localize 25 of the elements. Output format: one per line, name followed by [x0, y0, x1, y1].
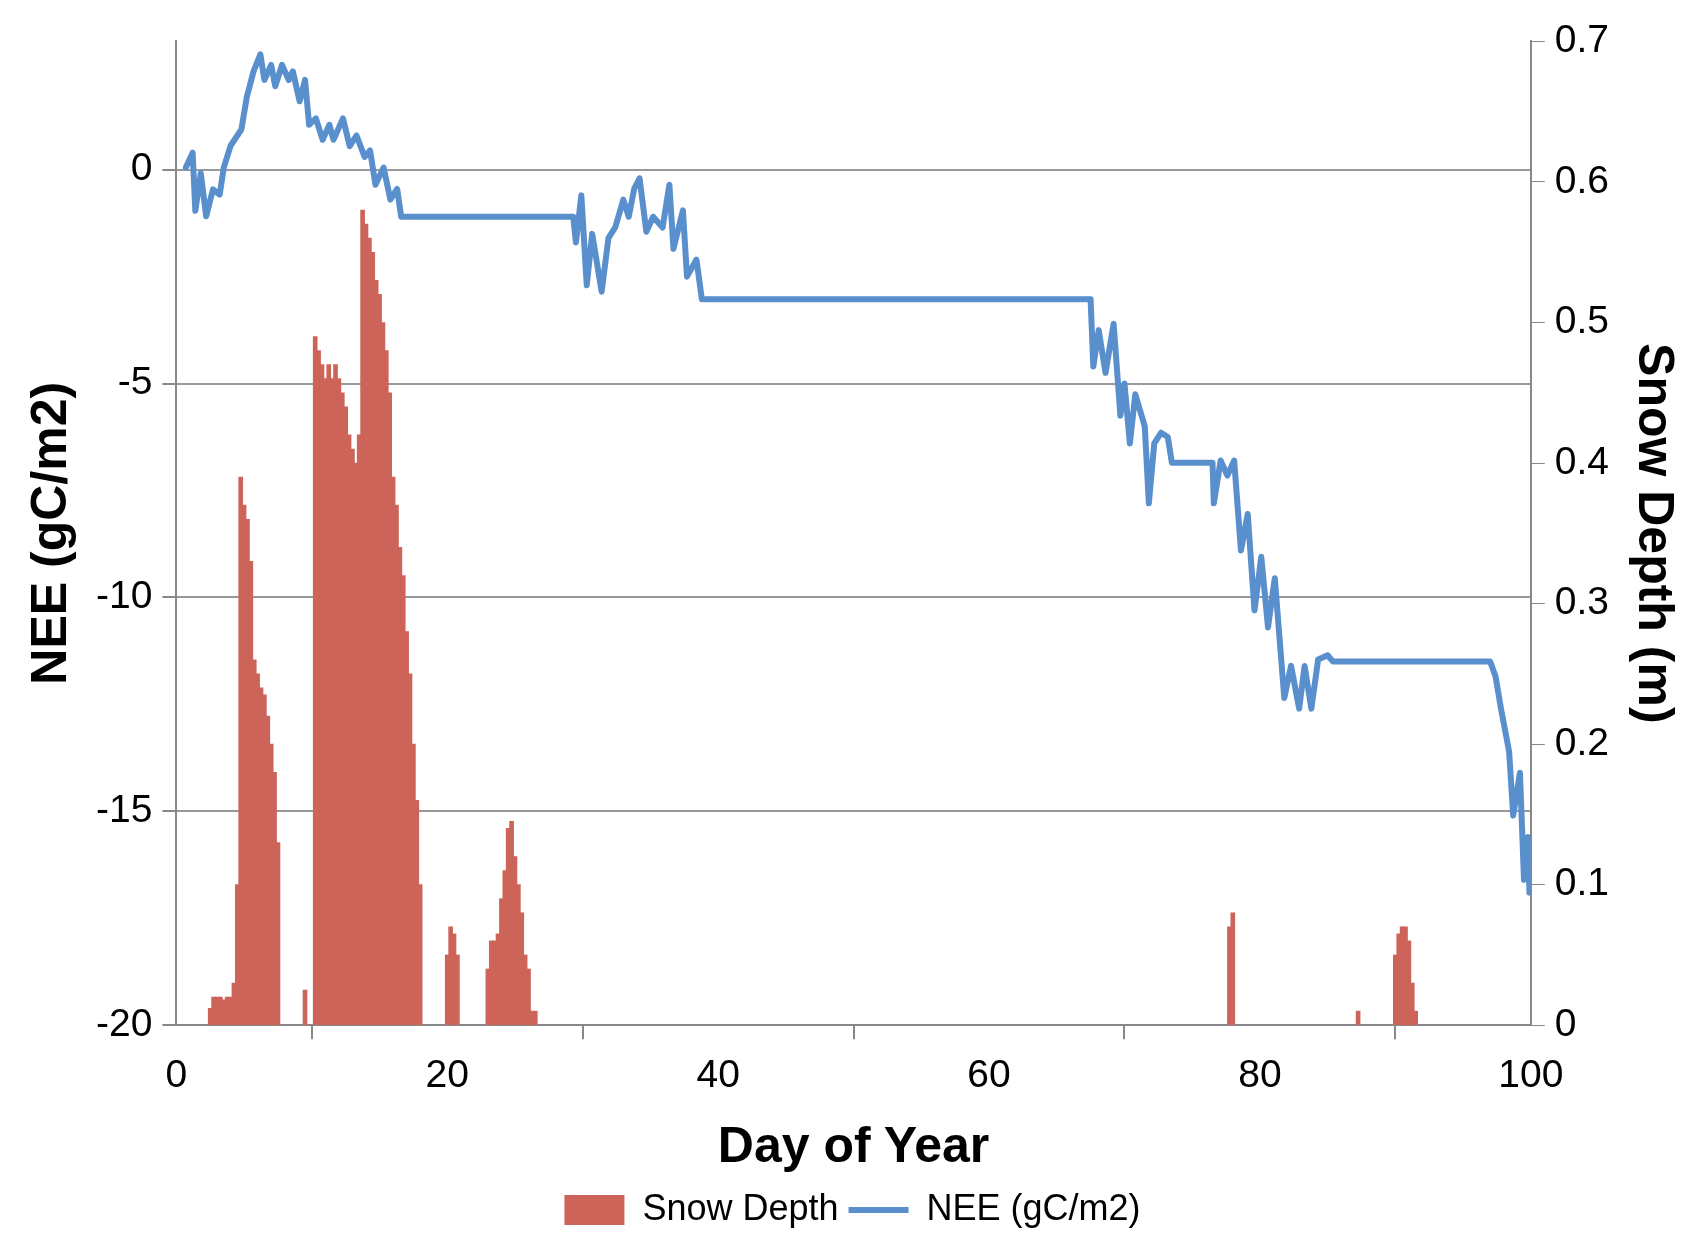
x-tick-label: 40: [696, 1052, 740, 1096]
y-tick-label: -5: [117, 359, 153, 403]
x-tick-label: 0: [165, 1052, 188, 1096]
x-tick-label: 80: [1238, 1052, 1282, 1096]
y-tick-label: -10: [95, 573, 153, 617]
y2-tick-label: 0.4: [1554, 438, 1609, 482]
y2-tick-label: 0: [1554, 1000, 1577, 1044]
y2-tick-label: 0.5: [1554, 298, 1609, 342]
legend-label: Snow Depth: [642, 1186, 839, 1228]
y2-tick-label: 0.2: [1554, 719, 1609, 763]
y-tick-label: 0: [130, 145, 153, 189]
x-axis-title: Day of Year: [717, 1116, 990, 1173]
y2-tick-label: 0.3: [1554, 579, 1609, 623]
y-axis-title: NEE (gC/m2): [20, 381, 77, 685]
y2-tick-label: 0.7: [1554, 17, 1609, 61]
legend-label: NEE (gC/m2): [926, 1186, 1141, 1228]
bar: [1230, 912, 1236, 1026]
y-tick-label: -15: [95, 787, 153, 831]
x-tick-label: 100: [1498, 1052, 1564, 1096]
x-tick-label: 20: [425, 1052, 469, 1096]
x-tick-label: 60: [967, 1052, 1011, 1096]
y-tick-label: -20: [95, 1000, 153, 1044]
y2-axis-title: Snow Depth (m): [1628, 343, 1685, 724]
y2-tick-label: 0.6: [1554, 157, 1609, 201]
y2-tick-label: 0.1: [1554, 860, 1609, 904]
